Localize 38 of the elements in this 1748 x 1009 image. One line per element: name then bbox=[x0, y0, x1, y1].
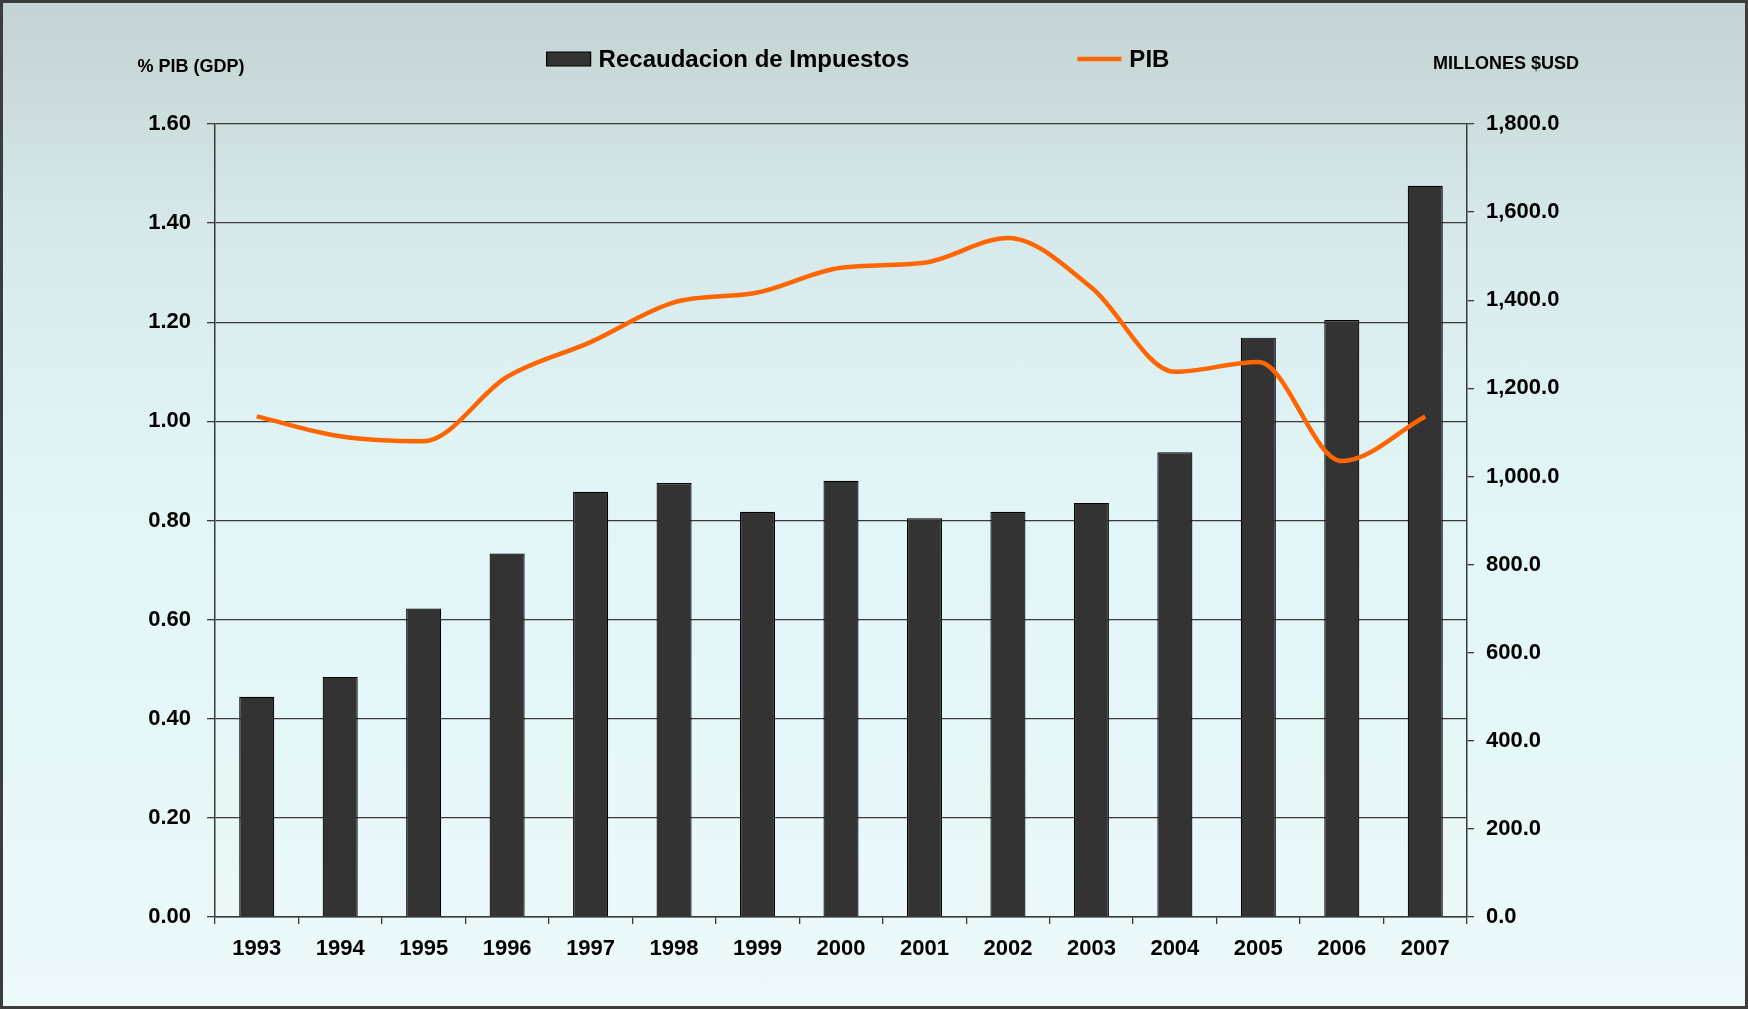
y2-tick-label: 1,400.0 bbox=[1486, 286, 1560, 312]
x-tick-label: 2003 bbox=[1066, 935, 1116, 961]
y2-tick-label: 800.0 bbox=[1486, 550, 1542, 576]
x-tick-label: 1993 bbox=[232, 935, 282, 961]
y2-tick-label: 1,800.0 bbox=[1486, 110, 1560, 136]
x-tick-label: 1999 bbox=[733, 935, 783, 961]
x-tick-label: 2004 bbox=[1150, 935, 1201, 961]
x-tick-label: 1998 bbox=[649, 935, 699, 961]
y-tick-label: 1.00 bbox=[148, 407, 191, 433]
x-tick-label: 2005 bbox=[1233, 935, 1283, 961]
y2-tick-label: 1,000.0 bbox=[1486, 462, 1560, 488]
legend-label: Recaudacion de Impuestos bbox=[598, 44, 910, 72]
y-tick-label: 0.20 bbox=[148, 803, 191, 829]
x-tick-label: 2007 bbox=[1400, 935, 1450, 961]
x-tick-label: 2001 bbox=[899, 935, 949, 961]
x-tick-label: 1995 bbox=[399, 935, 449, 961]
y-tick-label: 0.60 bbox=[148, 605, 191, 631]
y2-tick-label: 0.0 bbox=[1486, 903, 1517, 929]
y2-tick-label: 1,600.0 bbox=[1486, 198, 1560, 224]
y-tick-label: 0.40 bbox=[148, 704, 191, 730]
y-tick-label: 1.60 bbox=[148, 110, 191, 136]
x-tick-label: 2002 bbox=[983, 935, 1033, 961]
y-tick-label: 1.20 bbox=[148, 308, 191, 334]
y-tick-label: 1.40 bbox=[148, 209, 191, 235]
x-tick-label: 1994 bbox=[315, 935, 366, 961]
legend-label: PIB bbox=[1129, 44, 1170, 72]
x-tick-label: 1997 bbox=[566, 935, 616, 961]
x-tick-label: 2000 bbox=[816, 935, 866, 961]
y2-tick-label: 1,200.0 bbox=[1486, 374, 1560, 400]
x-tick-label: 1996 bbox=[482, 935, 532, 961]
y2-tick-label: 400.0 bbox=[1486, 726, 1542, 752]
y2-tick-label: 600.0 bbox=[1486, 638, 1542, 664]
y-tick-label: 0.00 bbox=[148, 903, 191, 929]
y2-tick-label: 200.0 bbox=[1486, 814, 1542, 840]
x-tick-label: 2006 bbox=[1317, 935, 1367, 961]
y2-axis-title: MILLONES $USD bbox=[1432, 52, 1580, 73]
y-tick-label: 0.80 bbox=[148, 506, 191, 532]
y-axis-title: % PIB (GDP) bbox=[137, 55, 245, 76]
